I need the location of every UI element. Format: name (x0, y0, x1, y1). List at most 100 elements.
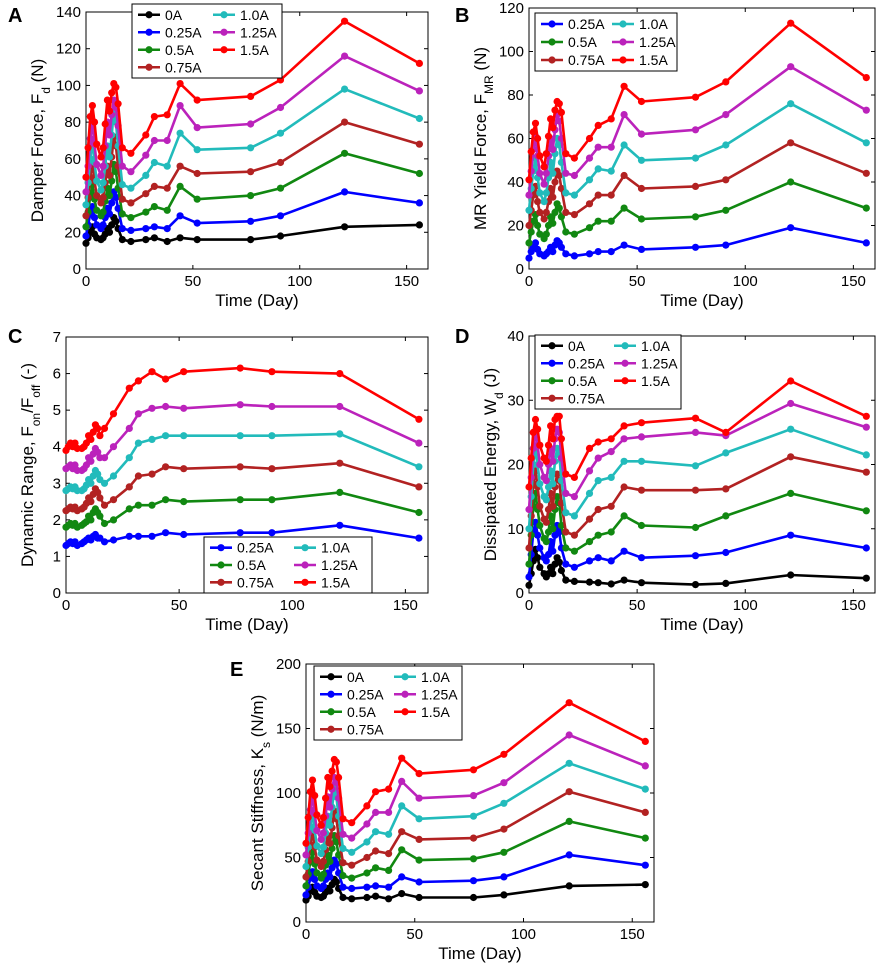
legend-label: 0.25A (165, 24, 202, 40)
data-point (565, 699, 573, 707)
data-point (525, 206, 533, 214)
data-point (339, 872, 347, 880)
x-tick-label: 150 (394, 273, 419, 290)
data-point (90, 214, 99, 222)
data-point (319, 870, 327, 878)
data-point (862, 544, 870, 552)
data-point (127, 214, 135, 222)
data-point (308, 776, 317, 784)
data-point (607, 448, 615, 456)
y-axis-label-text: Damper Force, F (28, 94, 47, 222)
data-point (118, 225, 126, 233)
data-point (536, 460, 544, 469)
data-point (142, 208, 150, 216)
data-point (557, 243, 566, 251)
data-point (302, 839, 310, 847)
data-point (585, 134, 594, 143)
series-1p0a (302, 759, 649, 871)
data-point (100, 501, 109, 509)
data-point (469, 855, 478, 863)
data-point (787, 139, 795, 147)
data-point (585, 557, 594, 565)
data-point (549, 219, 557, 227)
y-tick-label: 80 (64, 114, 81, 131)
panel-label: C (8, 326, 22, 348)
data-point (100, 424, 109, 432)
x-tick-label: 150 (841, 597, 866, 614)
data-point (469, 834, 478, 842)
legend-label: 0A (165, 7, 183, 23)
legend-item-0p75a: 0.75A (138, 59, 202, 75)
data-point (148, 501, 156, 509)
series-1p5a (62, 364, 423, 454)
data-point (193, 195, 201, 203)
data-point (691, 523, 700, 532)
data-point (97, 186, 105, 194)
data-point (500, 799, 508, 807)
data-point (313, 826, 321, 835)
y-axis-label-subscript: d (492, 392, 506, 399)
legend-label: 0.75A (568, 52, 605, 68)
y-axis-label-subscript: s (259, 742, 273, 748)
data-point (336, 402, 344, 411)
legend-label: 1.0A (639, 16, 668, 32)
legend-marker (401, 690, 409, 698)
legend-label: 0.25A (568, 16, 605, 32)
data-point (193, 219, 201, 227)
legend-item-0p75a: 0.75A (541, 390, 605, 406)
data-point (93, 160, 101, 168)
data-point (527, 148, 535, 156)
data-point (176, 129, 184, 137)
legend: 0A 1.0A 0.25A 1.25A 0.5A 1.5A 0.75A (534, 334, 682, 410)
data-point (540, 215, 548, 223)
y-tick-label: 60 (64, 151, 81, 168)
legend-marker (548, 394, 556, 402)
data-point (641, 861, 649, 869)
data-point (148, 470, 156, 478)
data-point (148, 368, 156, 376)
data-point (415, 415, 423, 423)
data-point (326, 821, 334, 829)
data-point (722, 111, 730, 119)
data-point (105, 210, 114, 218)
data-point (163, 206, 171, 214)
data-point (787, 224, 795, 232)
data-point (162, 529, 170, 537)
legend-label: 1.5A (639, 52, 668, 68)
legend-item-0a: 0A (541, 338, 586, 354)
legend-label: 1.5A (421, 704, 450, 720)
data-point (415, 463, 423, 471)
data-point (607, 191, 615, 199)
data-point (127, 149, 135, 157)
data-point (549, 502, 557, 510)
data-point (118, 210, 126, 218)
data-point (193, 146, 201, 154)
data-point (105, 153, 114, 161)
data-point (536, 441, 544, 449)
data-point (531, 119, 540, 127)
data-point (415, 439, 423, 447)
data-point (787, 178, 795, 186)
data-point (326, 782, 334, 791)
data-point (570, 252, 579, 260)
data-point (109, 472, 118, 480)
data-point (585, 250, 594, 258)
data-point (570, 577, 579, 586)
data-point (570, 473, 579, 481)
data-point (607, 217, 615, 225)
legend-label: 1.0A (240, 7, 269, 23)
data-point (322, 794, 330, 802)
legend-item-1p5a: 1.5A (213, 42, 269, 58)
data-point (862, 574, 870, 582)
data-point (469, 792, 478, 800)
data-point (339, 815, 347, 823)
series-0p25a (525, 518, 870, 581)
data-point (531, 415, 540, 424)
data-point (620, 171, 628, 180)
data-point (109, 443, 118, 451)
data-point (109, 410, 118, 418)
y-tick-label: 2 (53, 512, 61, 529)
data-point (542, 169, 550, 177)
x-tick-label: 100 (280, 597, 305, 614)
data-point (193, 124, 201, 132)
